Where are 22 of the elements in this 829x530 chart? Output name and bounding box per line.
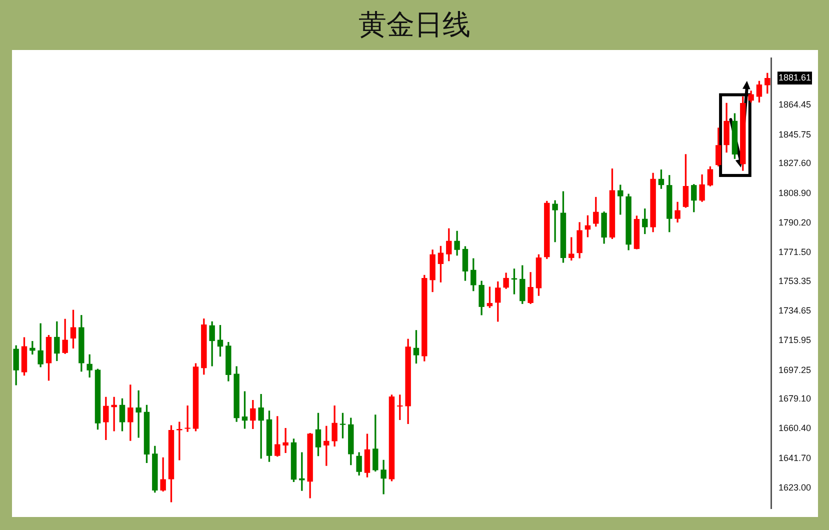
y-tick-label: 1881.61: [778, 72, 812, 83]
y-tick-label: 1771.50: [778, 247, 812, 258]
candlestick: [258, 394, 264, 459]
y-tick-label: 1864.45: [778, 100, 812, 110]
y-tick-label: 1623.00: [778, 482, 812, 492]
candlestick: [136, 390, 142, 438]
y-tick-label: 1808.90: [778, 188, 812, 198]
chart-title: 黄金日线: [358, 7, 472, 43]
y-tick-label: 1697.25: [778, 364, 812, 375]
y-tick-label: 1790.20: [778, 217, 812, 228]
y-tick-label: 1679.10: [778, 394, 812, 404]
y-tick-label: 1827.60: [778, 158, 812, 168]
y-tick-label: 1734.65: [778, 305, 812, 316]
y-tick-label: 1753.35: [778, 276, 812, 286]
candlestick: [282, 428, 288, 453]
candlestick: [552, 200, 558, 242]
y-tick-label: 1715.95: [778, 335, 812, 346]
y-tick-label: 1660.40: [778, 423, 812, 434]
y-tick-label: 1845.75: [778, 129, 812, 140]
candlestick: [111, 396, 117, 432]
candlestick: [184, 406, 190, 432]
y-tick-label: 1641.70: [778, 452, 812, 463]
